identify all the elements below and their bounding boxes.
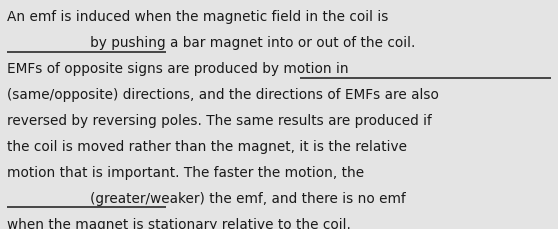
Text: when the magnet is stationary relative to the coil.: when the magnet is stationary relative t… [7, 217, 350, 229]
Text: by pushing a bar magnet into or out of the coil.: by pushing a bar magnet into or out of t… [7, 36, 415, 50]
Text: motion that is important. The faster the motion, the: motion that is important. The faster the… [7, 166, 364, 180]
Text: EMFs of opposite signs are produced by motion in: EMFs of opposite signs are produced by m… [7, 62, 431, 76]
Text: (same/opposite) directions, and the directions of EMFs are also: (same/opposite) directions, and the dire… [7, 88, 439, 102]
Text: the coil is moved rather than the magnet, it is the relative: the coil is moved rather than the magnet… [7, 140, 407, 154]
Text: reversed by reversing poles. The same results are produced if: reversed by reversing poles. The same re… [7, 114, 431, 128]
Text: (greater/weaker) the emf, and there is no emf: (greater/weaker) the emf, and there is n… [7, 191, 406, 205]
Text: An emf is induced when the magnetic field in the coil is: An emf is induced when the magnetic fiel… [7, 10, 388, 24]
